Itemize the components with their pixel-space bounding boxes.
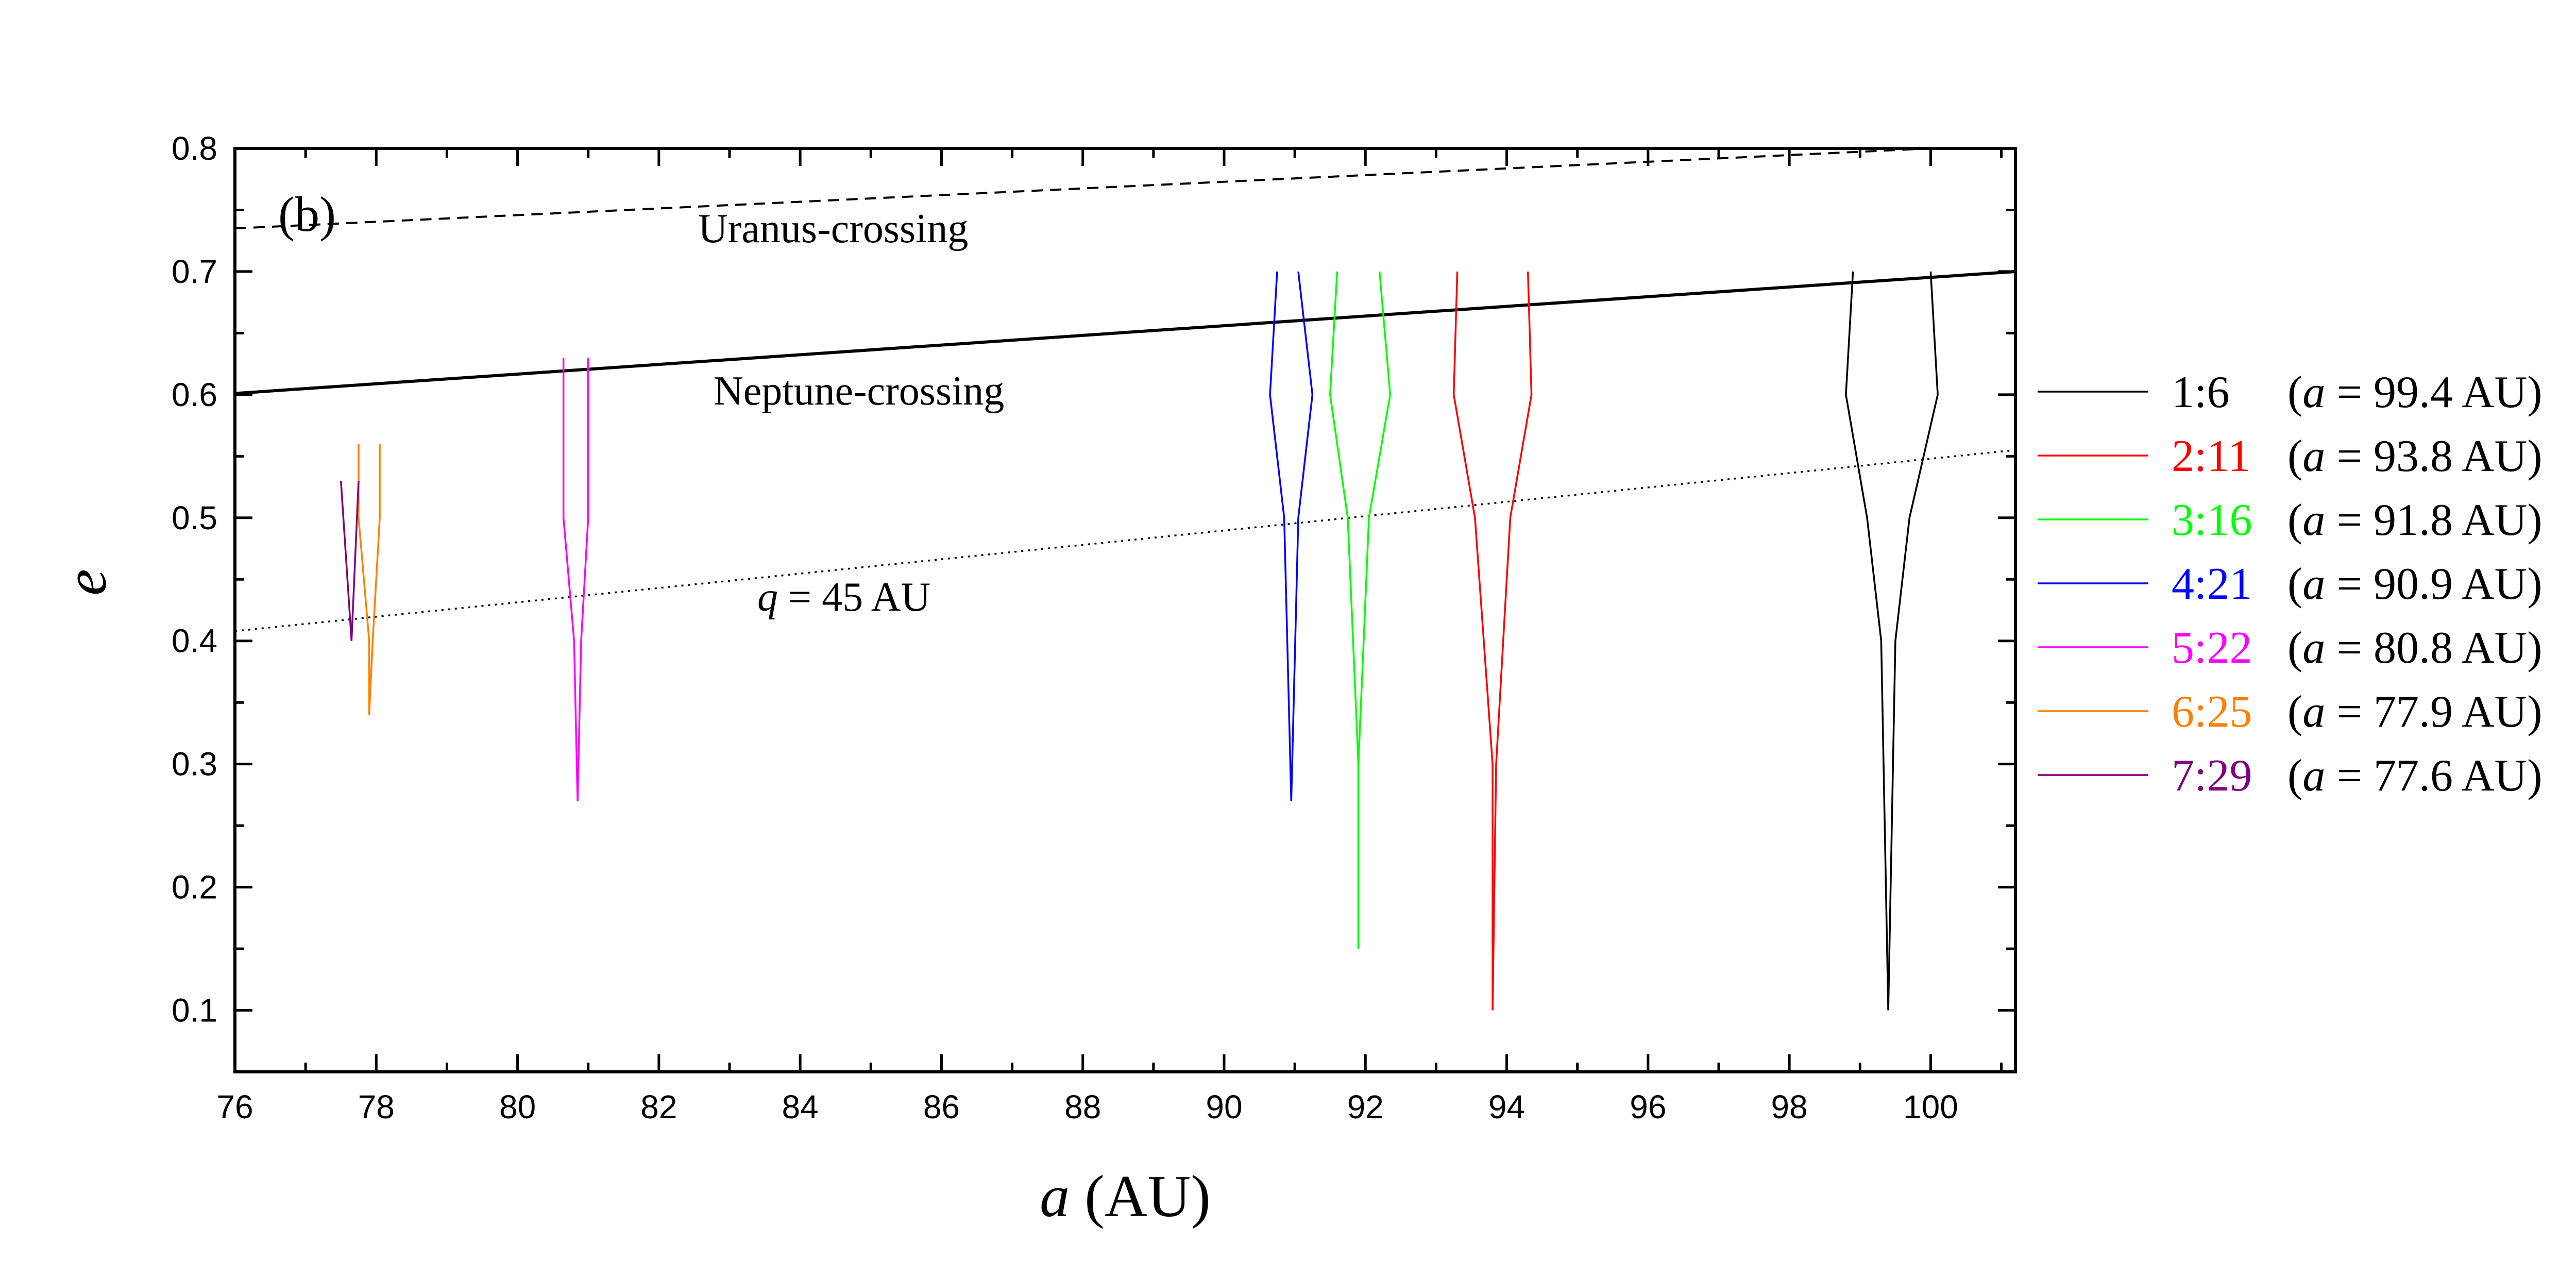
resonance-6-25-left-branch [358,444,370,715]
legend-open-paren: ( [2287,367,2302,417]
panel-label: (b) [278,187,336,242]
resonance-2-11-right-branch [1492,271,1533,1011]
resonance-2-11-left-branch [1452,271,1494,1011]
legend-entry-7-29: 7:29 (a = 77.6 AU) [2172,751,2543,801]
legend-resonance-name: 6:25 [2172,687,2252,737]
x-axis-title: a (AU) [1040,1164,1211,1230]
x-tick-label: 90 [1206,1088,1242,1125]
resonance-4-21-left-branch [1269,271,1293,801]
legend-a-variable: a [2302,559,2325,609]
Neptune-crossing-line [235,270,2015,395]
resonance-3-16-right-branch [1357,271,1392,949]
y-tick-label: 0.1 [172,992,217,1029]
legend-resonance-name: 1:6 [2172,367,2229,417]
resonance-1-6-right-branch [1887,271,1939,1011]
x-tick-label: 94 [1488,1088,1525,1125]
axis-tick-labels: 76 78 80 82 84 86 88 90 92 94 96 98 100 0.1 0.2 0.3 0.4 0… [172,130,1958,1125]
legend-a-value: = 93.8 AU) [2325,431,2542,481]
uranus-crossing-label: Uranus-crossing [698,206,968,251]
legend-open-paren: ( [2287,431,2302,481]
legend-entry-2-11: 2:11 (a = 93.8 AU) [2172,431,2543,481]
legend-a-value: = 90.9 AU) [2325,559,2542,609]
y-tick-label: 0.7 [172,253,217,290]
plot-frame [233,147,2017,1073]
legend-a-value: = 99.4 AU) [2325,367,2542,417]
legend-a-variable: a [2302,367,2325,417]
legend-resonance-name: 7:29 [2172,751,2252,801]
x-tick-label: 98 [1771,1088,1808,1125]
q-45-AU-line [235,449,2015,632]
legend-open-paren: ( [2287,687,2302,737]
legend-a-value: = 77.6 AU) [2325,751,2542,801]
q-value: = 45 AU [778,575,930,620]
legend-a-value: = 80.8 AU) [2325,623,2542,673]
legend-resonance-name: 2:11 [2172,431,2250,481]
q-variable: q [757,575,778,620]
legend-open-paren: ( [2287,495,2302,545]
y-tick-label: 0.6 [172,376,217,413]
resonance-7-29-right-branch [350,481,360,641]
y-tick-label: 0.8 [172,130,217,167]
legend-open-paren: ( [2287,623,2302,673]
legend-open-paren: ( [2287,751,2302,801]
y-tick-label: 0.4 [172,623,217,660]
y-tick-label: 0.2 [172,869,217,906]
legend: 1:6 (a = 99.4 AU)2:11 (a = 93.8 AU)3:16 (a … [2038,367,2543,801]
x-tick-label: 76 [216,1088,253,1125]
resonance-7-29-left-branch [340,480,353,641]
x-tick-label: 82 [640,1088,677,1125]
resonance-5-22-left-branch [562,358,579,801]
x-tick-label: 86 [923,1088,960,1125]
legend-a-variable: a [2302,431,2325,481]
legend-a-variable: a [2302,495,2325,545]
x-axis-unit: (AU) [1070,1164,1211,1230]
axis-ticks [233,147,2015,1072]
legend-resonance-name: 4:21 [2172,559,2252,609]
resonance-1-6-left-branch [1845,271,1889,1011]
legend-entry-4-21: 4:21 (a = 90.9 AU) [2172,559,2543,609]
x-tick-label: 88 [1064,1088,1101,1125]
legend-entry-5-22: 5:22 (a = 80.8 AU) [2172,623,2543,673]
resonance-3-16-left-branch [1329,271,1360,949]
x-tick-label: 78 [358,1088,395,1125]
legend-entry-3-16: 3:16 (a = 91.8 AU) [2172,495,2543,545]
legend-resonance-name: 3:16 [2172,495,2252,545]
resonance-4-21-right-branch [1290,271,1314,801]
neptune-crossing-label: Neptune-crossing [714,368,1004,414]
legend-open-paren: ( [2287,559,2302,609]
x-tick-label: 92 [1347,1088,1384,1125]
x-axis-variable: a [1040,1164,1070,1230]
legend-entry-6-25: 6:25 (a = 77.9 AU) [2172,687,2543,737]
legend-a-value: = 77.9 AU) [2325,687,2542,737]
legend-resonance-name: 5:22 [2172,623,2252,673]
y-axis-title: e [53,569,119,596]
x-tick-label: 84 [782,1088,819,1125]
q-45-au-label: q = 45 AU [757,575,930,620]
y-tick-label: 0.3 [172,746,217,783]
y-tick-label: 0.5 [172,499,217,536]
resonance-6-25-right-branch [368,444,381,715]
legend-a-variable: a [2302,623,2325,673]
plot-content [235,148,2015,1011]
annotations: (b) Uranus-crossing Neptune-crossing q = 45… [278,187,1004,620]
legend-a-variable: a [2302,687,2325,737]
legend-entry-1-6: 1:6 (a = 99.4 AU) [2172,367,2543,417]
resonance-5-22-right-branch [577,358,589,801]
legend-a-variable: a [2302,751,2325,801]
legend-a-value: = 91.8 AU) [2325,495,2542,545]
x-tick-label: 100 [1903,1088,1958,1125]
x-tick-label: 96 [1630,1088,1666,1125]
x-tick-label: 80 [499,1088,536,1125]
axis-titles: a (AU) e [53,569,1211,1230]
